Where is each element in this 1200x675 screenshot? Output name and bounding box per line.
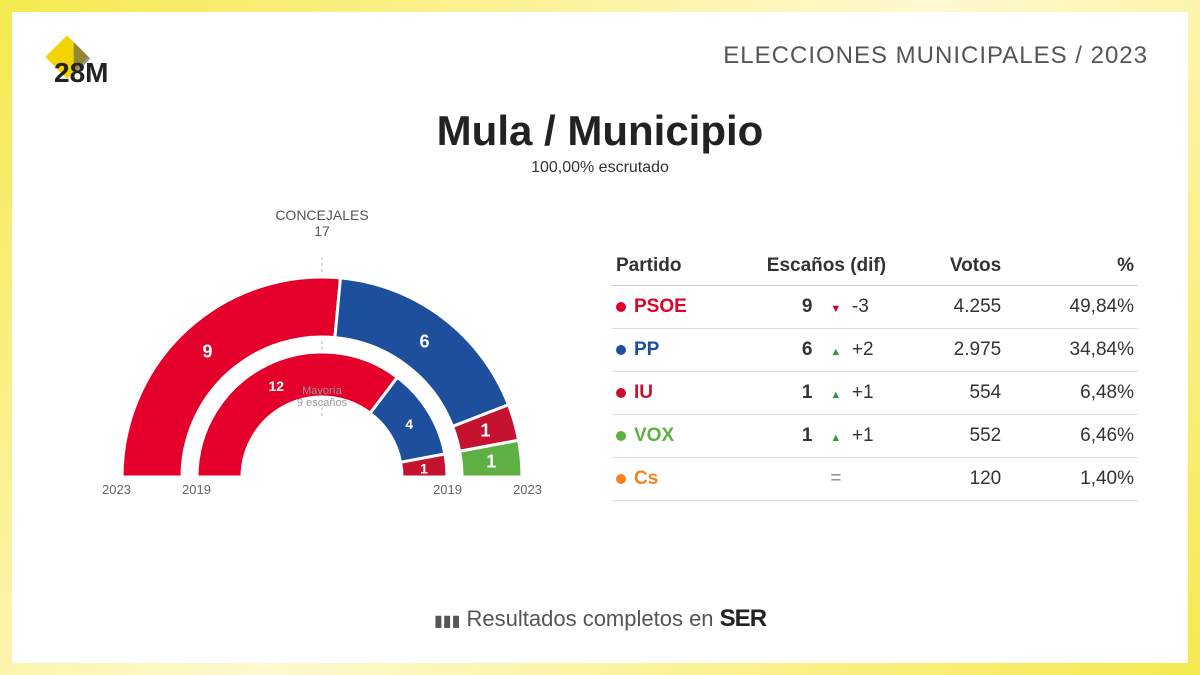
- title-block: Mula / Municipio 100,00% escrutado: [12, 107, 1188, 177]
- th-party: Partido: [612, 247, 756, 286]
- table-row: IU1▲ +15546,48%: [612, 372, 1138, 415]
- th-seats: Escaños (dif): [756, 247, 896, 286]
- concejales-text: CONCEJALES: [275, 207, 368, 223]
- svg-text:9: 9: [202, 341, 212, 361]
- svg-text:12: 12: [269, 378, 285, 394]
- total-seats: 17: [314, 223, 330, 239]
- table-row: VOX1▲ +15526,46%: [612, 415, 1138, 458]
- year-2019-left: 2019: [182, 482, 211, 497]
- scrutinized-label: 100,00% escrutado: [12, 159, 1188, 177]
- svg-text:1: 1: [486, 451, 496, 471]
- majority-seats: 9 escaños: [297, 397, 347, 409]
- year-2019-right: 2019: [433, 482, 462, 497]
- svg-text:1: 1: [420, 461, 428, 477]
- th-pct: %: [1005, 247, 1138, 286]
- majority-label: Mayoría 9 escaños: [297, 385, 347, 409]
- content-wrapper: 28M ELECCIONES MUNICIPALES / 2023 Mula /…: [12, 12, 1188, 663]
- results-table: Partido Escaños (dif) Votos % PSOE9▼ -34…: [612, 247, 1138, 501]
- concejales-label: CONCEJALES 17: [275, 207, 368, 239]
- year-2023-right: 2023: [513, 482, 542, 497]
- body-area: CONCEJALES 17 9 6 1 1 12 4 1 Mayoría 9 escaños…: [12, 177, 1188, 512]
- majority-text: Mayoría: [302, 385, 342, 397]
- footer: ▮▮▮ Resultados completos en SER: [12, 605, 1188, 633]
- arc-svg: 9 6 1 1 12 4 1: [62, 207, 582, 507]
- table-row: PSOE9▼ -34.25549,84%: [612, 286, 1138, 329]
- logo-text: 28M: [54, 57, 108, 89]
- page-title: Mula / Municipio: [12, 107, 1188, 155]
- svg-text:4: 4: [405, 416, 413, 432]
- footer-text: Resultados completos en: [467, 606, 714, 631]
- hemicycle-chart: CONCEJALES 17 9 6 1 1 12 4 1 Mayoría 9 escaños…: [62, 207, 582, 512]
- th-votes: Votos: [896, 247, 1005, 286]
- table-row: PP6▲ +22.97534,84%: [612, 329, 1138, 372]
- results-table-area: Partido Escaños (dif) Votos % PSOE9▼ -34…: [612, 207, 1138, 512]
- logo-28m: 28M: [42, 32, 108, 82]
- svg-text:1: 1: [481, 420, 491, 440]
- table-row: Cs= 1201,40%: [612, 458, 1138, 501]
- ser-logo: SER: [720, 605, 766, 632]
- header: 28M ELECCIONES MUNICIPALES / 2023: [12, 12, 1188, 82]
- svg-text:6: 6: [419, 331, 429, 351]
- year-2023-left: 2023: [102, 482, 131, 497]
- event-title: ELECCIONES MUNICIPALES / 2023: [723, 42, 1148, 70]
